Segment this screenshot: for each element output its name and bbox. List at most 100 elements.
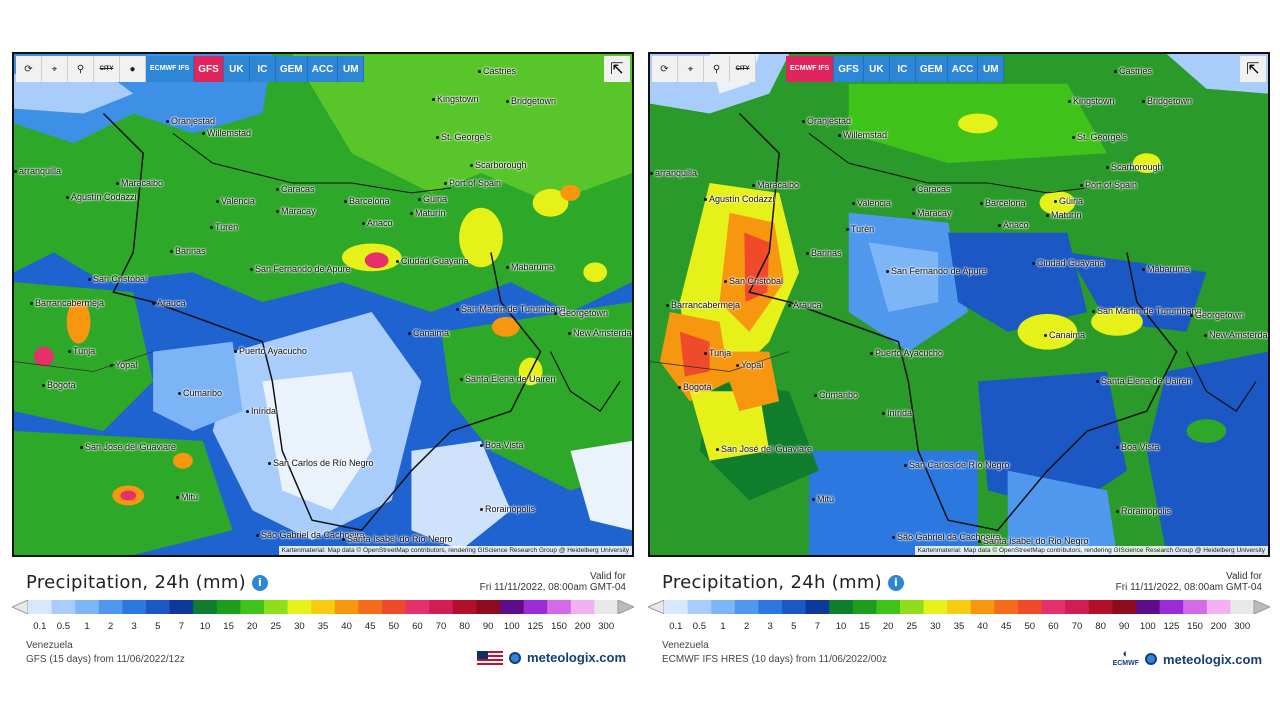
gfs-precip-field — [14, 54, 632, 555]
scale-swatch — [1136, 600, 1161, 614]
city-label: Barrancabermeja — [666, 300, 740, 310]
map-pin-icon[interactable]: ⌖ — [42, 56, 68, 82]
scale-tick-label: 7 — [814, 621, 821, 632]
city-label: Maracay — [912, 208, 952, 218]
scale-swatch — [240, 600, 265, 614]
model-um-button[interactable]: UM — [978, 56, 1005, 82]
city-label: Anaco — [998, 220, 1029, 230]
city-label: Cumaribo — [178, 388, 222, 398]
scale-swatch — [947, 600, 972, 614]
brand-name: meteologix.com — [1163, 651, 1262, 667]
scale-tick-label: 2 — [107, 621, 114, 632]
model-acc-button[interactable]: ACC — [947, 56, 979, 82]
city-toggle-button[interactable]: CITY — [94, 56, 120, 82]
model-source: GFS (15 days) from 11/06/2022/12z — [26, 654, 185, 665]
model-um-button[interactable]: UM — [338, 56, 365, 82]
zoom-icon[interactable]: ⚲ — [704, 56, 730, 82]
city-label: Arauca — [788, 300, 822, 310]
scale-tick-label: 40 — [341, 621, 352, 632]
share-icon[interactable]: ⇱ — [604, 56, 630, 82]
map-pin-icon[interactable]: ⌖ — [678, 56, 704, 82]
city-label: Canaima — [408, 328, 449, 338]
city-label: Bogotá — [42, 380, 76, 390]
city-label: Barinas — [806, 248, 842, 258]
model-gfs-button[interactable]: GFS — [194, 56, 224, 82]
ecmwf-precip-map[interactable]: ⟳ ⌖ ⚲ CITY ECMWF IFS GFS UK IC GEM ACC U… — [648, 52, 1270, 557]
city-label: Canaima — [1044, 330, 1085, 340]
scale-arrow-left — [648, 600, 665, 614]
city-label: Cumaribo — [814, 390, 858, 400]
model-uk-button[interactable]: UK — [223, 56, 250, 82]
gfs-panel: ⟳ ⌖ ⚲ CITY ● ECMWF IFS GFS UK IC GEM ACC… — [12, 52, 634, 668]
scale-tick-label: 10 — [835, 621, 847, 632]
meteologix-icon — [1145, 653, 1158, 665]
city-label: Scarborough — [1106, 162, 1163, 172]
info-icon[interactable]: i — [252, 575, 268, 591]
city-label: Barinas — [170, 246, 206, 256]
scale-swatch — [900, 600, 925, 614]
scale-swatch — [734, 600, 759, 614]
black-dot-icon[interactable]: ● — [120, 56, 146, 82]
city-label: Caracas — [912, 184, 951, 194]
model-uk-button[interactable]: UK — [863, 56, 890, 82]
brand-logo[interactable]: ◐ ECMWF meteologix.com — [1113, 649, 1262, 668]
valid-time: Fri 11/11/2022, 08:00am GMT-04 — [1115, 582, 1262, 593]
city-label: arranquilla — [650, 168, 697, 178]
model-gfs-button[interactable]: GFS — [834, 56, 864, 82]
city-label: Mabaruma — [506, 262, 554, 272]
model-acc-button[interactable]: ACC — [307, 56, 339, 82]
scale-tick-label: 35 — [317, 621, 329, 632]
scale-swatch — [500, 600, 525, 614]
brand-name: meteologix.com — [527, 650, 626, 665]
model-gem-button[interactable]: GEM — [275, 56, 308, 82]
city-label: Puerto Ayacucho — [870, 348, 943, 358]
scale-tick-label: 125 — [1163, 621, 1180, 632]
city-label: Mitú — [176, 492, 198, 502]
zoom-icon[interactable]: ⚲ — [68, 56, 94, 82]
info-icon[interactable]: i — [888, 575, 904, 591]
city-toggle-button[interactable]: CITY — [730, 56, 756, 82]
model-ecmwf-button[interactable]: ECMWF IFS — [786, 56, 835, 82]
meteologix-icon — [509, 651, 522, 664]
scale-tick-label: 0.5 — [692, 621, 706, 632]
scale-swatch — [311, 600, 336, 614]
scale-swatch — [1088, 600, 1113, 614]
scale-swatch — [1112, 600, 1137, 614]
refresh-icon[interactable]: ⟳ — [16, 56, 42, 82]
scale-swatch — [264, 600, 289, 614]
city-label: Bogotá — [678, 382, 712, 392]
region-label: Venezuela — [26, 640, 73, 651]
scale-swatch — [664, 600, 689, 614]
city-label: Ciudad Guayana — [396, 256, 469, 266]
scale-swatch — [829, 600, 854, 614]
model-ic-button[interactable]: IC — [889, 56, 916, 82]
scale-tick-label: 25 — [906, 621, 918, 632]
gfs-precip-map[interactable]: ⟳ ⌖ ⚲ CITY ● ECMWF IFS GFS UK IC GEM ACC… — [12, 52, 634, 557]
scale-swatch — [970, 600, 995, 614]
scale-tick-label: 300 — [598, 621, 615, 632]
scale-tick-label: 3 — [767, 621, 773, 632]
scale-tick-label: 1 — [720, 621, 726, 632]
scale-swatch — [876, 600, 901, 614]
scale-swatch — [1183, 600, 1208, 614]
scale-tick-label: 35 — [953, 621, 965, 632]
city-label: Kingstown — [1068, 96, 1115, 106]
city-label: Ciudad Guayana — [1032, 258, 1105, 268]
scale-swatch — [216, 600, 241, 614]
share-icon[interactable]: ⇱ — [1240, 56, 1266, 82]
us-flag-icon — [477, 650, 504, 665]
scale-swatch — [1018, 600, 1043, 614]
scale-swatch — [75, 600, 100, 614]
city-label: Tunja — [68, 346, 95, 356]
scale-swatch — [523, 600, 548, 614]
city-label: Georgetown — [554, 308, 608, 318]
valid-for: Valid for Fri 11/11/2022, 08:00am GMT-04 — [1116, 571, 1262, 593]
refresh-icon[interactable]: ⟳ — [652, 56, 678, 82]
scale-arrow-right — [1253, 600, 1270, 614]
model-ecmwf-button[interactable]: ECMWF IFS — [146, 56, 195, 82]
model-ic-button[interactable]: IC — [249, 56, 276, 82]
model-gem-button[interactable]: GEM — [915, 56, 948, 82]
city-label: Georgetown — [1190, 310, 1244, 320]
city-label: San José del Guaviare — [80, 442, 176, 452]
brand-logo[interactable]: meteologix.com — [477, 650, 626, 665]
